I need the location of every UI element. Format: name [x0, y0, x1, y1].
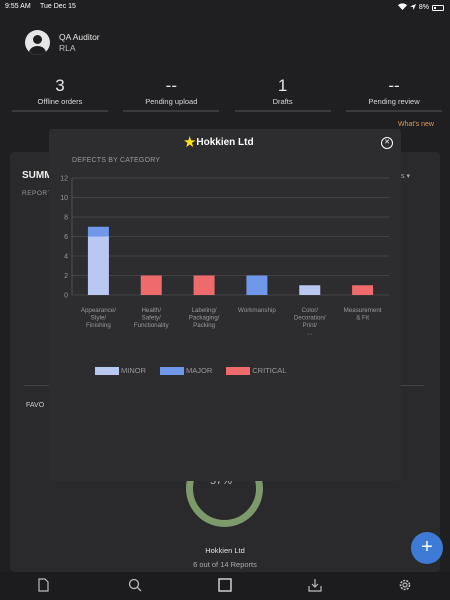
- stat-label: Pending upload: [145, 97, 198, 106]
- x-tick-label: Health/Safety/Functionality: [134, 307, 170, 329]
- x-tick-label: Appearance/Style/Finishing: [81, 307, 116, 329]
- favorites-label: FAVO: [26, 402, 45, 409]
- battery-icon: [432, 4, 444, 11]
- x-tick-label: Labeling/Packaging/Packing: [189, 307, 220, 329]
- stat-offline-orders[interactable]: 3 Offline orders: [12, 76, 108, 112]
- defects-modal: ★ Hokkien Ltd ✕ DEFECTS BY CATEGORY 0 2 4 6…: [49, 129, 401, 481]
- y-tick-label: 6: [64, 234, 68, 241]
- y-tick-label: 4: [64, 254, 68, 261]
- stat-value: 1: [277, 76, 288, 95]
- chart-legend: MINOR MAJOR CRITICAL: [95, 366, 286, 375]
- gear-icon[interactable]: [398, 578, 412, 592]
- legend-label: CRITICAL: [252, 366, 287, 375]
- legend-item-major: MAJOR: [160, 366, 212, 375]
- favorite-report-count: 6 out of 14 Reports: [193, 560, 257, 569]
- summary-title: SUMM: [22, 170, 53, 181]
- status-date: Tue Dec 15: [40, 3, 76, 10]
- user-org: RLA: [59, 42, 76, 53]
- bar-major: [246, 275, 268, 295]
- y-tick-label: 8: [64, 215, 68, 222]
- avatar[interactable]: [25, 30, 50, 55]
- download-icon[interactable]: [308, 578, 322, 592]
- stat-value: --: [165, 76, 177, 95]
- whats-new-link[interactable]: What's new: [398, 121, 434, 128]
- bar-critical: [352, 285, 374, 295]
- legend-item-critical: CRITICAL: [226, 366, 286, 375]
- stats-row: 3 Offline orders -- Pending upload 1 Dra…: [12, 76, 442, 112]
- status-bar: 9:55 AM Tue Dec 15 8%: [0, 0, 450, 14]
- stat-value: --: [388, 76, 400, 95]
- legend-label: MAJOR: [186, 366, 213, 375]
- bar-critical: [193, 275, 215, 295]
- x-tick-label: Color/Decoration/Print/...: [294, 307, 326, 337]
- stat-value: 3: [55, 76, 65, 95]
- chevron-down-icon: ▾: [406, 173, 410, 180]
- bar-minor: [299, 285, 321, 295]
- star-icon[interactable]: ★: [183, 134, 197, 151]
- defects-bar-chart: 0 2 4 6 8 10 12 Appearance/Style/Finishing Healt…: [60, 176, 389, 337]
- stat-pending-review[interactable]: -- Pending review: [345, 76, 442, 112]
- bar-minor: [87, 236, 109, 295]
- x-tick-label: Measurement & Fit: [344, 307, 382, 322]
- legend-label: MINOR: [121, 366, 146, 375]
- legend-swatch-minor: [95, 366, 119, 375]
- user-profile[interactable]: QA Auditor RLA: [25, 30, 100, 55]
- report-label: REPORT: [22, 190, 52, 197]
- chart-title: DEFECTS BY CATEGORY: [72, 157, 161, 164]
- y-tick-label: 12: [60, 176, 68, 183]
- add-button[interactable]: +: [411, 532, 443, 564]
- tab-bar: [0, 572, 450, 600]
- legend-swatch-major: [160, 366, 184, 375]
- close-icon[interactable]: ✕: [381, 137, 393, 149]
- status-indicators: 8%: [397, 3, 444, 12]
- modal-title: Hokkien Ltd: [196, 137, 254, 148]
- stat-label: Offline orders: [37, 97, 83, 106]
- search-icon[interactable]: [128, 578, 142, 592]
- battery-percent: 8%: [418, 4, 429, 11]
- document-icon[interactable]: [38, 578, 52, 592]
- stat-label: Pending review: [368, 97, 420, 106]
- status-time: 9:55 AM: [5, 3, 31, 10]
- favorite-company-name: Hokkien Ltd: [205, 546, 245, 555]
- y-tick-label: 10: [60, 195, 68, 202]
- wifi-icon: [397, 3, 407, 12]
- profile-text: QA Auditor RLA: [59, 32, 100, 54]
- stat-label: Drafts: [272, 97, 293, 106]
- bar-critical: [140, 275, 162, 295]
- square-icon[interactable]: [218, 578, 232, 592]
- period-dropdown-label: s: [401, 173, 405, 180]
- y-tick-label: 0: [64, 293, 68, 300]
- stat-pending-upload[interactable]: -- Pending upload: [123, 76, 220, 112]
- legend-swatch-critical: [226, 366, 251, 375]
- location-icon: [409, 3, 416, 12]
- bar-major: [87, 226, 109, 237]
- user-name: QA Auditor: [59, 31, 100, 42]
- x-tick-label: Workmanship: [238, 307, 276, 314]
- stat-drafts[interactable]: 1 Drafts: [234, 76, 331, 112]
- period-dropdown[interactable]: s ▾: [401, 172, 410, 180]
- legend-item-minor: MINOR: [95, 366, 146, 375]
- y-tick-label: 2: [64, 273, 68, 280]
